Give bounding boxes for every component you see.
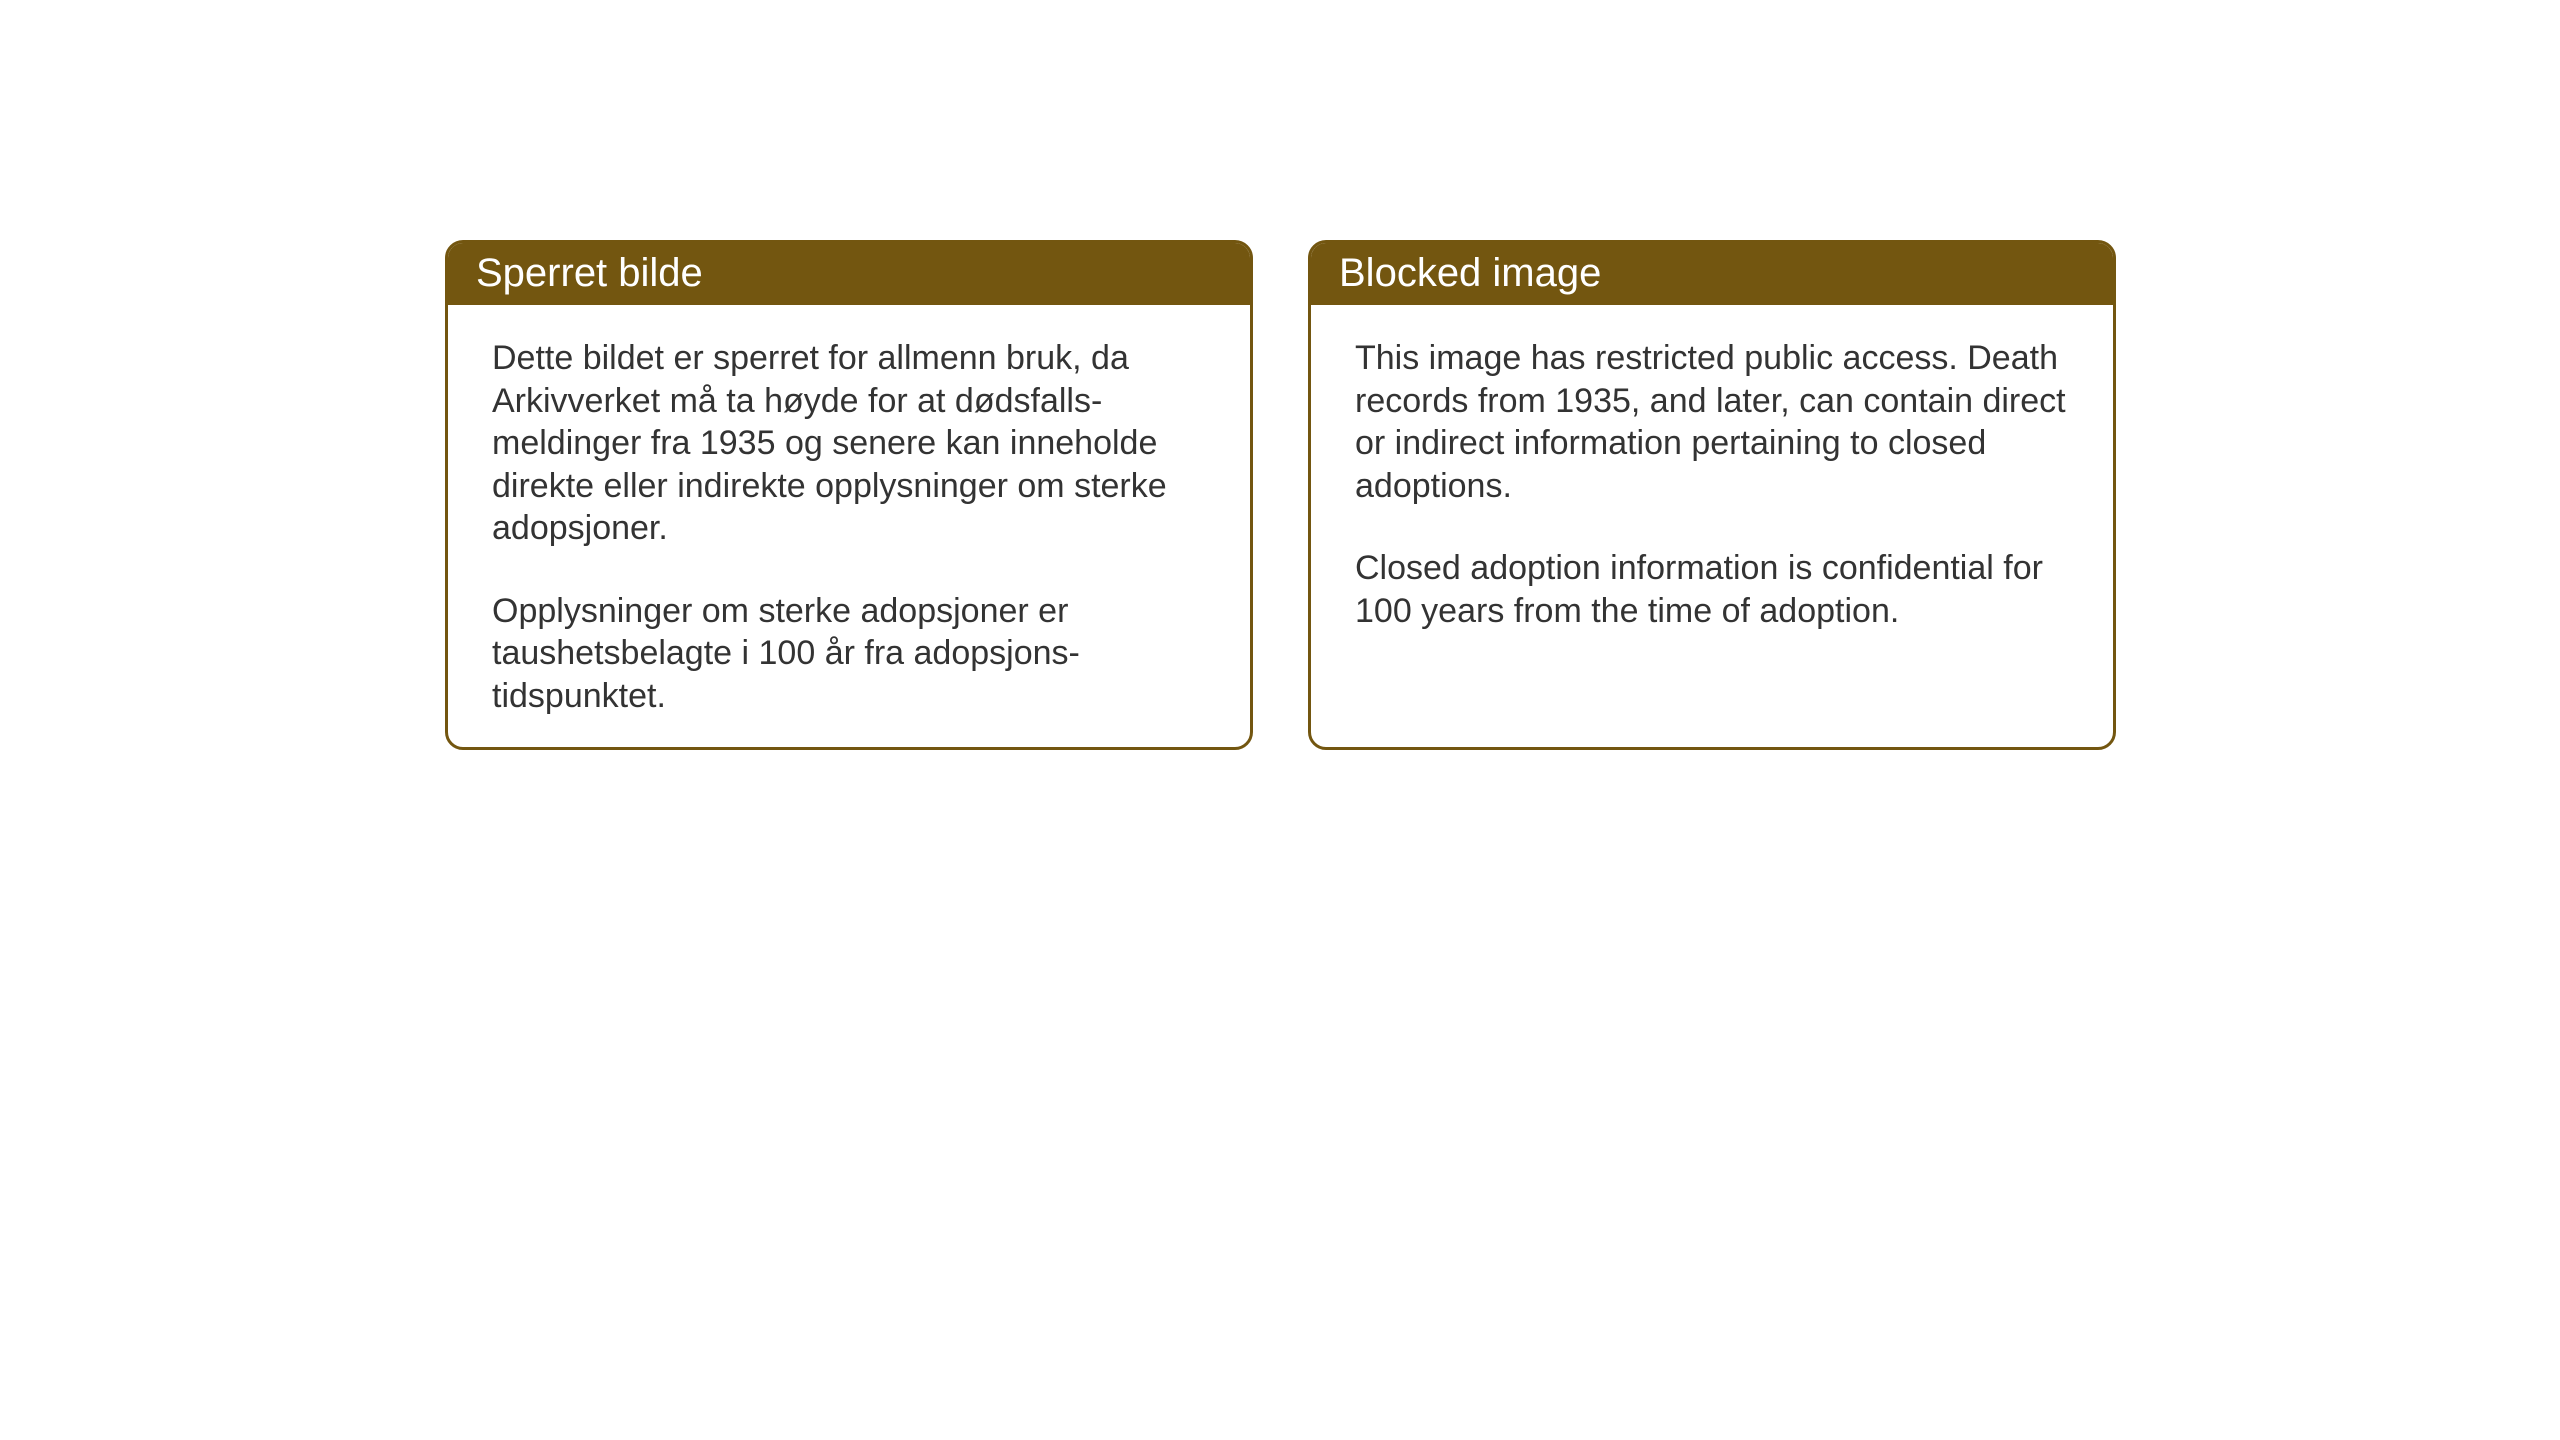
card-body-norwegian: Dette bildet er sperret for allmenn bruk… (448, 305, 1250, 749)
card-title-english: Blocked image (1339, 251, 1601, 296)
notice-cards-container: Sperret bilde Dette bildet er sperret fo… (445, 240, 2116, 750)
card-header-english: Blocked image (1311, 243, 2113, 305)
card-body-english: This image has restricted public access.… (1311, 305, 2113, 664)
card-paragraph-2-english: Closed adoption information is confident… (1355, 547, 2069, 632)
card-paragraph-2-norwegian: Opplysninger om sterke adopsjoner er tau… (492, 590, 1206, 718)
card-paragraph-1-english: This image has restricted public access.… (1355, 337, 2069, 507)
card-header-norwegian: Sperret bilde (448, 243, 1250, 305)
card-paragraph-1-norwegian: Dette bildet er sperret for allmenn bruk… (492, 337, 1206, 550)
notice-card-english: Blocked image This image has restricted … (1308, 240, 2116, 750)
card-title-norwegian: Sperret bilde (476, 251, 703, 296)
notice-card-norwegian: Sperret bilde Dette bildet er sperret fo… (445, 240, 1253, 750)
